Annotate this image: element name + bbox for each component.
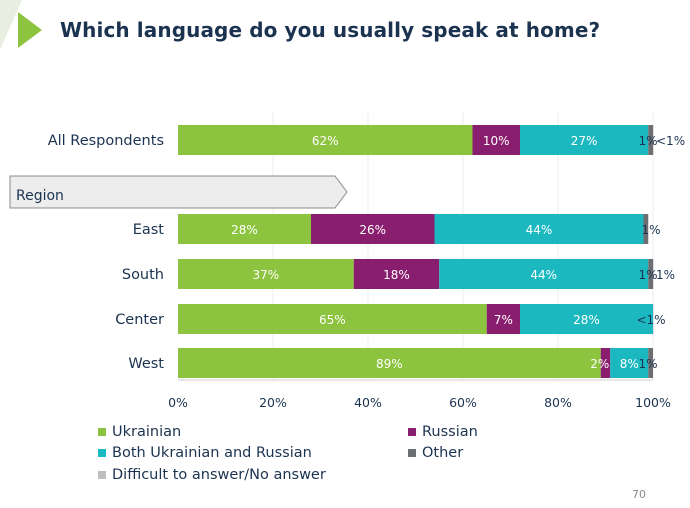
- legend-swatch: [98, 449, 106, 457]
- data-label: 65%: [319, 313, 346, 327]
- region-group-label: Region: [16, 188, 64, 204]
- bar-segment: [434, 214, 644, 244]
- x-tick-label: 20%: [259, 395, 287, 410]
- data-label: 8%: [620, 357, 639, 371]
- x-tick-label: 0%: [168, 395, 188, 410]
- data-label-small: 1%: [638, 357, 657, 371]
- stacked-bar-chart: Region All Respondents East South Center West…: [9, 112, 685, 410]
- bar-segment: [653, 304, 654, 334]
- data-label: 44%: [530, 268, 557, 282]
- legend-item: Difficult to answer/No answer: [98, 467, 326, 483]
- legend-swatch: [408, 428, 416, 436]
- data-label: 62%: [312, 134, 339, 148]
- bar-segment: [648, 259, 653, 289]
- slide-title: Which language do you usually speak at h…: [60, 18, 601, 42]
- bar-segment: [353, 259, 440, 289]
- data-label: 28%: [231, 223, 258, 237]
- category-label: South: [122, 267, 164, 283]
- category-label: Center: [115, 312, 164, 328]
- slide-corner-decoration: [0, 0, 42, 50]
- legend-label: Both Ukrainian and Russian: [112, 445, 312, 461]
- bar-segment: [178, 348, 601, 378]
- x-tick-label: 100%: [635, 395, 671, 410]
- data-label-small: 1%: [656, 268, 675, 282]
- bar-segment: [311, 214, 435, 244]
- x-tick-label: 60%: [449, 395, 477, 410]
- bar-segment: [643, 214, 649, 244]
- data-label-small: 1%: [638, 134, 657, 148]
- data-label-small: 1%: [641, 223, 660, 237]
- page-number: 70: [632, 488, 646, 501]
- bar-segment: [178, 125, 473, 155]
- bar-segment: [653, 259, 654, 289]
- data-label-small: 1%: [638, 268, 657, 282]
- data-label-small: 2%: [590, 357, 609, 371]
- bar-segment: [610, 348, 649, 378]
- category-label: West: [128, 356, 164, 372]
- bar-segment: [178, 214, 311, 244]
- bar-segment: [439, 259, 649, 289]
- data-label: 7%: [494, 313, 513, 327]
- bar-segment: [653, 125, 654, 155]
- x-tick-label: 80%: [544, 395, 572, 410]
- legend-item: Russian: [408, 424, 478, 440]
- data-label-small: <1%: [636, 313, 665, 327]
- bar-segment: [178, 259, 354, 289]
- arrow-accent-icon: [18, 12, 42, 48]
- legend-label: Difficult to answer/No answer: [112, 467, 326, 483]
- data-label: 26%: [359, 223, 386, 237]
- category-label: East: [133, 222, 165, 238]
- bar-segment: [648, 125, 653, 155]
- legend-label: Other: [422, 445, 464, 461]
- region-group-tab: [9, 175, 348, 209]
- legend-item: Other: [408, 445, 463, 461]
- data-label: 89%: [376, 357, 403, 371]
- bar-segment: [600, 348, 611, 378]
- x-tick-label: 40%: [354, 395, 382, 410]
- bar-segment: [486, 304, 520, 334]
- bar-segment: [648, 348, 653, 378]
- data-label: 10%: [483, 134, 510, 148]
- legend-swatch: [408, 449, 416, 457]
- legend-swatch: [98, 428, 106, 436]
- bar-segment: [520, 304, 653, 334]
- category-label: All Respondents: [48, 133, 164, 149]
- data-label: 18%: [383, 268, 410, 282]
- legend-label: Ukrainian: [112, 424, 182, 440]
- legend-swatch: [98, 471, 106, 479]
- legend-label: Russian: [422, 424, 478, 440]
- data-label: 37%: [253, 268, 280, 282]
- bar-segment: [178, 304, 487, 334]
- data-label-small: <1%: [656, 134, 685, 148]
- legend-item: Both Ukrainian and Russian: [98, 445, 312, 461]
- data-label: 28%: [573, 313, 600, 327]
- data-label: 27%: [571, 134, 598, 148]
- bar-segment: [472, 125, 520, 155]
- bar-segment: [520, 125, 649, 155]
- data-label: 44%: [526, 223, 553, 237]
- legend-item: Ukrainian: [98, 424, 181, 440]
